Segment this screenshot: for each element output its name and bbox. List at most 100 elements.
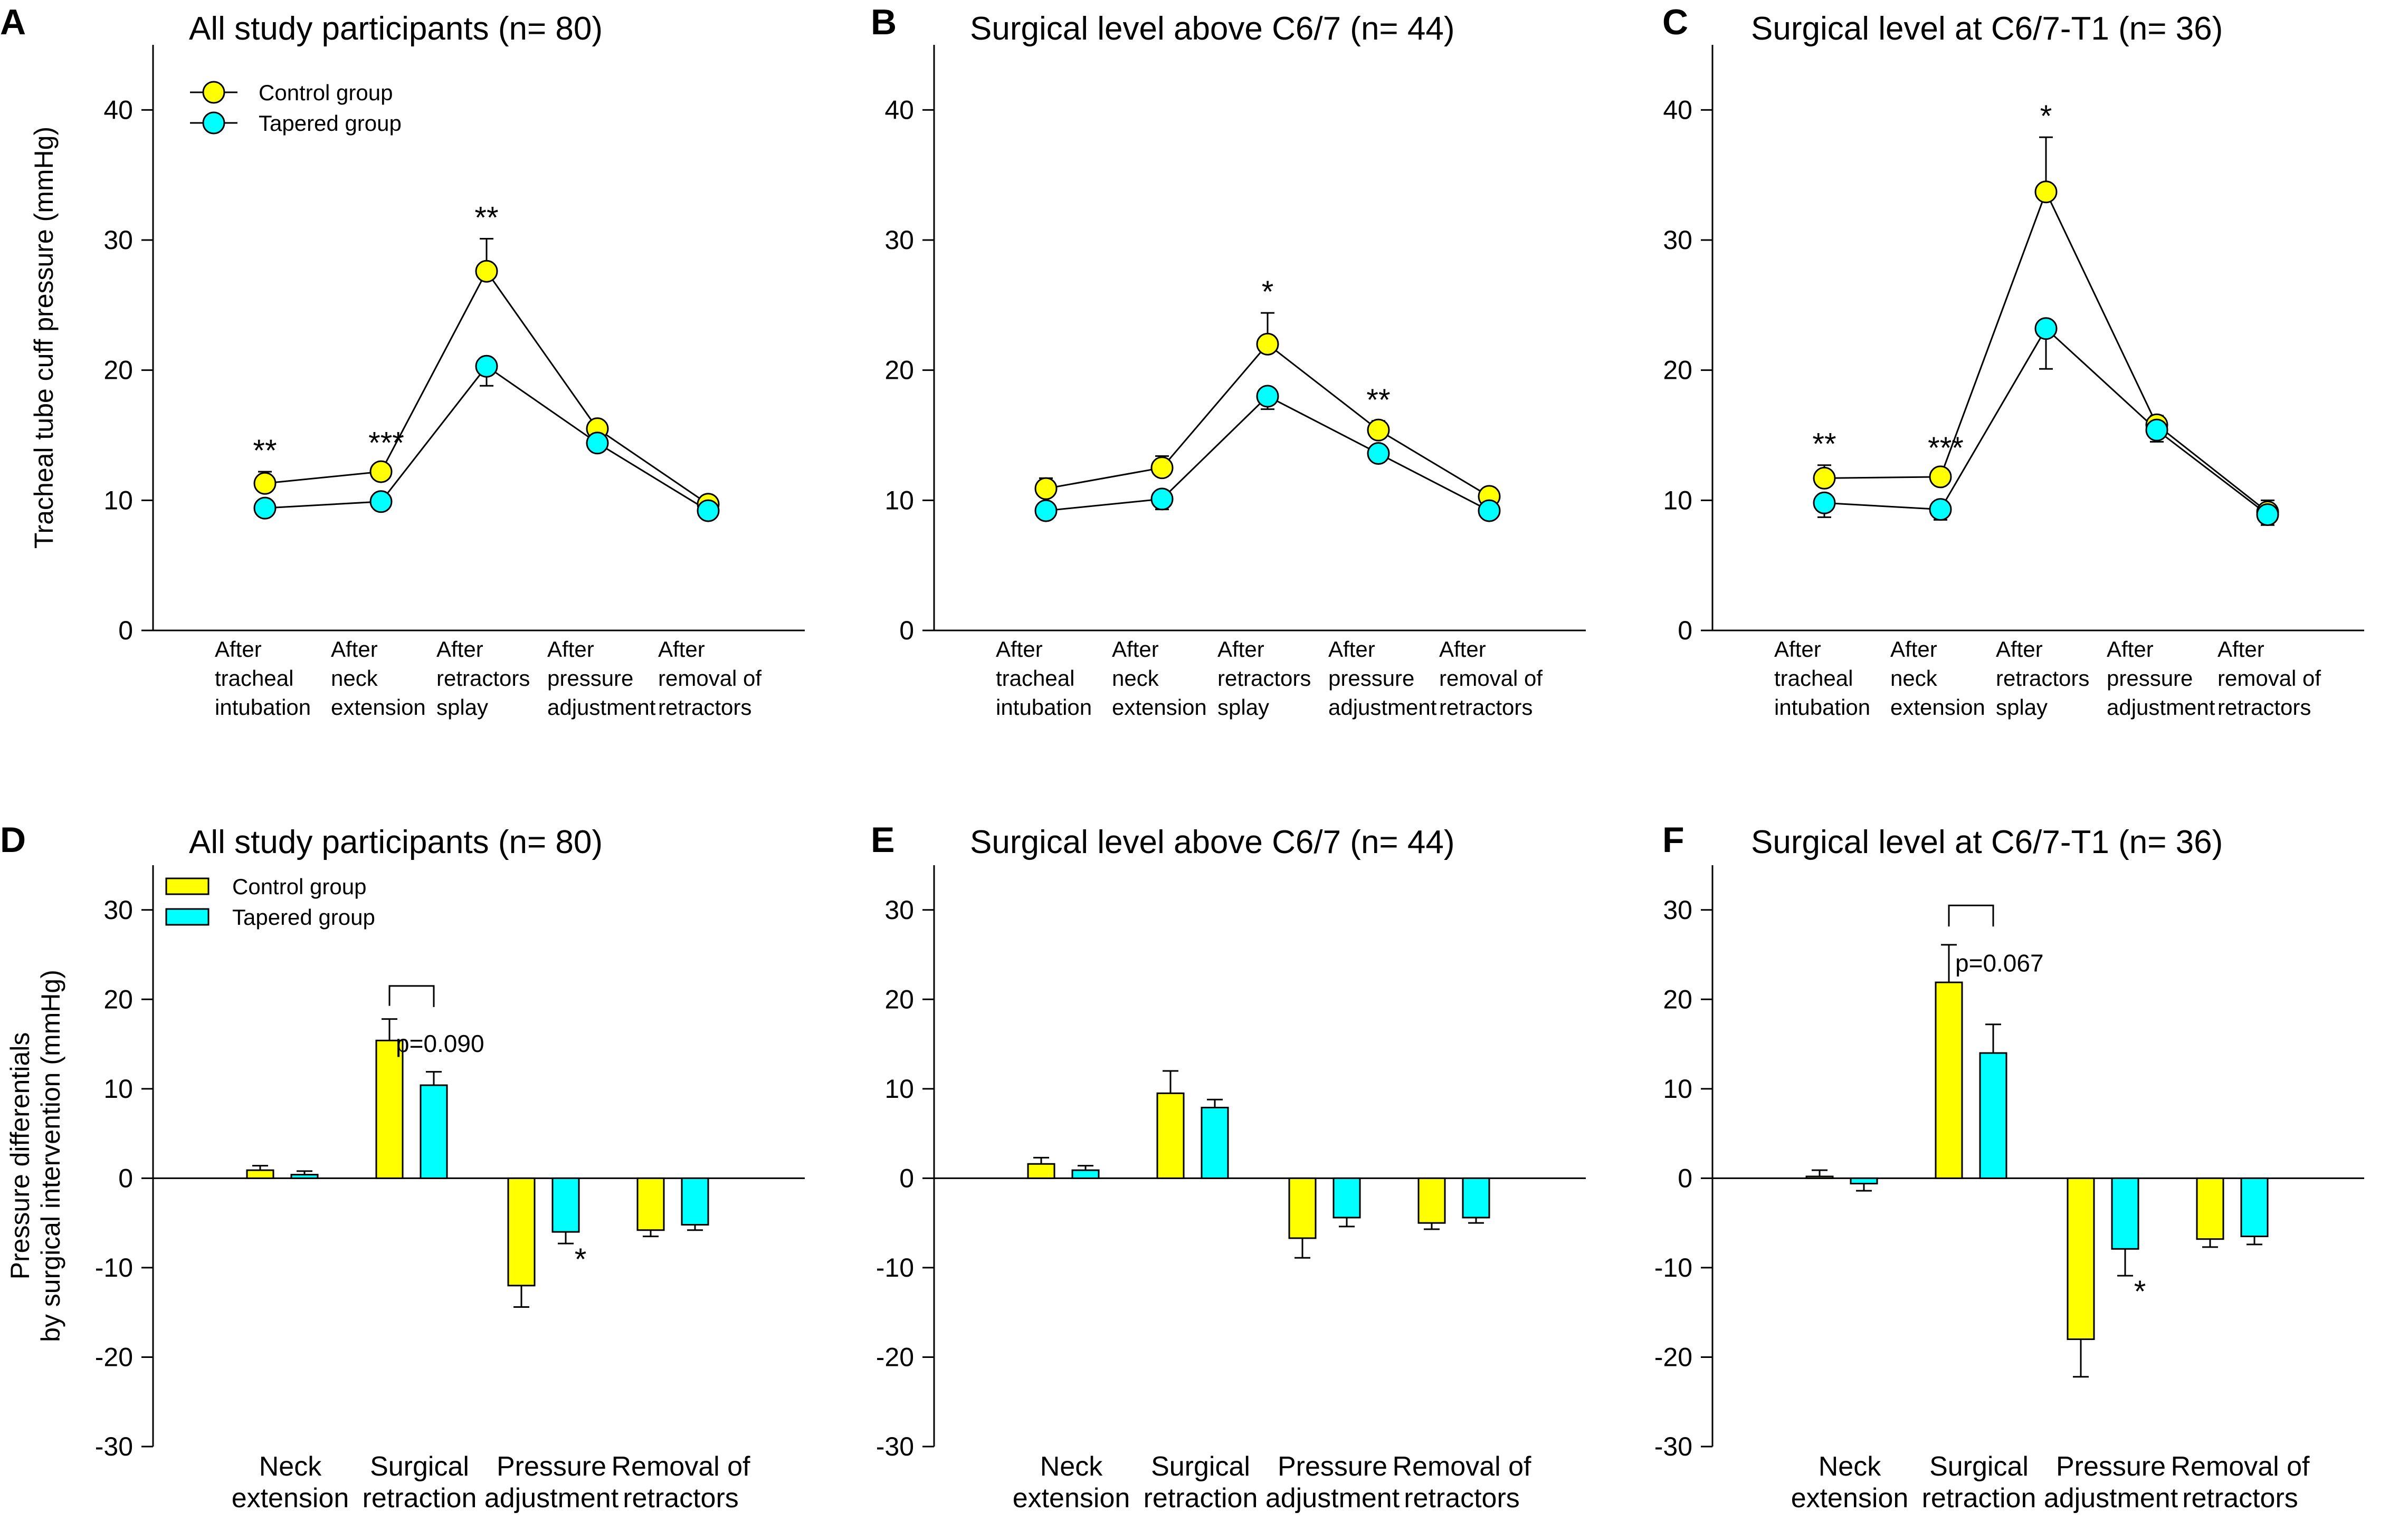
- x-category-label: After: [996, 637, 1043, 662]
- data-point: [1034, 499, 1058, 522]
- bar: [551, 1177, 580, 1233]
- y-tick-label: 20: [1663, 356, 1692, 385]
- series-line: [1045, 343, 1490, 497]
- bar: [1156, 1092, 1185, 1179]
- x-category-label: retraction: [1922, 1483, 2036, 1514]
- data-point: [2034, 180, 2058, 204]
- x-category-label: retraction: [1144, 1483, 1258, 1514]
- x-category-label: retractors: [2182, 1483, 2298, 1514]
- x-category-label: Removal of: [612, 1451, 751, 1482]
- legend-label: Control group: [259, 80, 393, 105]
- y-tick-label: 30: [1663, 225, 1692, 255]
- panel-A: A All study participants (n= 80) 0 10 20 30 40…: [0, 2, 805, 720]
- x-category-label: retractors: [436, 666, 530, 691]
- x-category-label: pressure: [547, 666, 633, 691]
- significance-marker: ***: [368, 426, 404, 460]
- x-category-label: extension: [1890, 695, 1985, 720]
- y-tick-label: 30: [884, 225, 914, 255]
- x-category-label: tracheal: [996, 666, 1074, 691]
- panel-title: All study participants (n= 80): [189, 11, 603, 47]
- x-category-label: Neck: [1040, 1451, 1103, 1482]
- data-point: [1813, 466, 1836, 490]
- y-tick-label: 40: [1663, 95, 1692, 125]
- y-tick-label: -30: [876, 1432, 914, 1461]
- legend-swatch: [165, 908, 210, 926]
- y-tick-label: 10: [103, 1074, 133, 1104]
- x-category-label: adjustment: [2044, 1483, 2178, 1514]
- x-category-label: After: [436, 637, 483, 662]
- significance-marker: *: [1262, 275, 1274, 309]
- panel-letter: C: [1662, 2, 1688, 42]
- panel-title: Surgical level above C6/7 (n= 44): [970, 11, 1454, 47]
- legend-marker: [202, 111, 225, 135]
- data-point: [369, 460, 393, 483]
- x-category-label: intubation: [996, 695, 1092, 720]
- bar: [1071, 1169, 1100, 1179]
- y-tick-label: 0: [118, 616, 133, 645]
- bar: [2111, 1177, 2139, 1250]
- x-category-label: After: [2217, 637, 2264, 662]
- significance-marker: **: [1812, 427, 1836, 462]
- data-point: [2256, 503, 2279, 526]
- data-point: [586, 432, 609, 455]
- y-tick-label: 20: [1663, 984, 1692, 1014]
- significance-marker: **: [1366, 383, 1390, 417]
- bar: [1288, 1177, 1317, 1239]
- bar: [1333, 1177, 1361, 1219]
- data-point: [253, 472, 277, 495]
- x-category-label: retraction: [363, 1483, 477, 1514]
- x-category-label: After: [215, 637, 262, 662]
- bar: [420, 1084, 448, 1179]
- x-category-label: tracheal: [1774, 666, 1853, 691]
- x-category-label: adjustment: [547, 695, 656, 720]
- significance-marker: *: [575, 1242, 587, 1277]
- panel-letter: D: [0, 820, 26, 860]
- y-tick-label: 10: [1663, 485, 1692, 515]
- x-category-label: splay: [1217, 695, 1269, 720]
- x-category-label: adjustment: [1328, 695, 1437, 720]
- x-category-label: extension: [232, 1483, 349, 1514]
- data-point: [1478, 499, 1501, 522]
- bar: [2067, 1177, 2095, 1341]
- data-point: [1813, 491, 1836, 514]
- data-point: [1367, 418, 1390, 442]
- x-category-label: Surgical: [370, 1451, 469, 1482]
- data-point: [475, 260, 498, 283]
- x-category-label: intubation: [215, 695, 311, 720]
- y-tick-label: -10: [95, 1253, 133, 1282]
- x-category-label: neck: [1112, 666, 1159, 691]
- bar: [1417, 1177, 1446, 1224]
- x-category-label: adjustment: [2107, 695, 2215, 720]
- x-category-label: Neck: [259, 1451, 322, 1482]
- x-category-label: extension: [1791, 1483, 1909, 1514]
- x-category-label: splay: [1996, 695, 2048, 720]
- x-category-label: adjustment: [1265, 1483, 1400, 1514]
- x-category-label: neck: [1890, 666, 1938, 691]
- y-tick-label: 20: [884, 356, 914, 385]
- x-category-label: removal of: [2217, 666, 2321, 691]
- bar: [636, 1177, 665, 1231]
- x-category-label: retractors: [1404, 1483, 1520, 1514]
- panel-title: All study participants (n= 80): [189, 824, 603, 860]
- data-point: [1929, 498, 1952, 521]
- x-category-label: pressure: [1328, 666, 1414, 691]
- significance-marker: **: [253, 434, 277, 468]
- panel-letter: B: [871, 2, 897, 42]
- panel-E: E Surgical level above C6/7 (n= 44) -30 -20…: [871, 820, 1586, 1514]
- data-point: [1256, 385, 1279, 408]
- panel-title: Surgical level above C6/7 (n= 44): [970, 824, 1454, 860]
- panel-title: Surgical level at C6/7-T1 (n= 36): [1751, 11, 2223, 47]
- y-tick-label: -10: [876, 1253, 914, 1282]
- data-point: [2145, 418, 2168, 442]
- significance-bracket: [1948, 904, 1994, 927]
- y-tick-label: 30: [884, 895, 914, 925]
- y-tick-label: 0: [899, 1163, 914, 1193]
- panel-title: Surgical level at C6/7-T1 (n= 36): [1751, 824, 2223, 860]
- y-tick-label: 10: [1663, 1074, 1692, 1104]
- bar: [2196, 1177, 2224, 1240]
- panel-C: C Surgical level at C6/7-T1 (n= 36) 0 10 20 3…: [1662, 2, 2364, 720]
- data-point: [369, 490, 393, 513]
- x-category-label: After: [331, 637, 378, 662]
- bar: [1201, 1106, 1229, 1179]
